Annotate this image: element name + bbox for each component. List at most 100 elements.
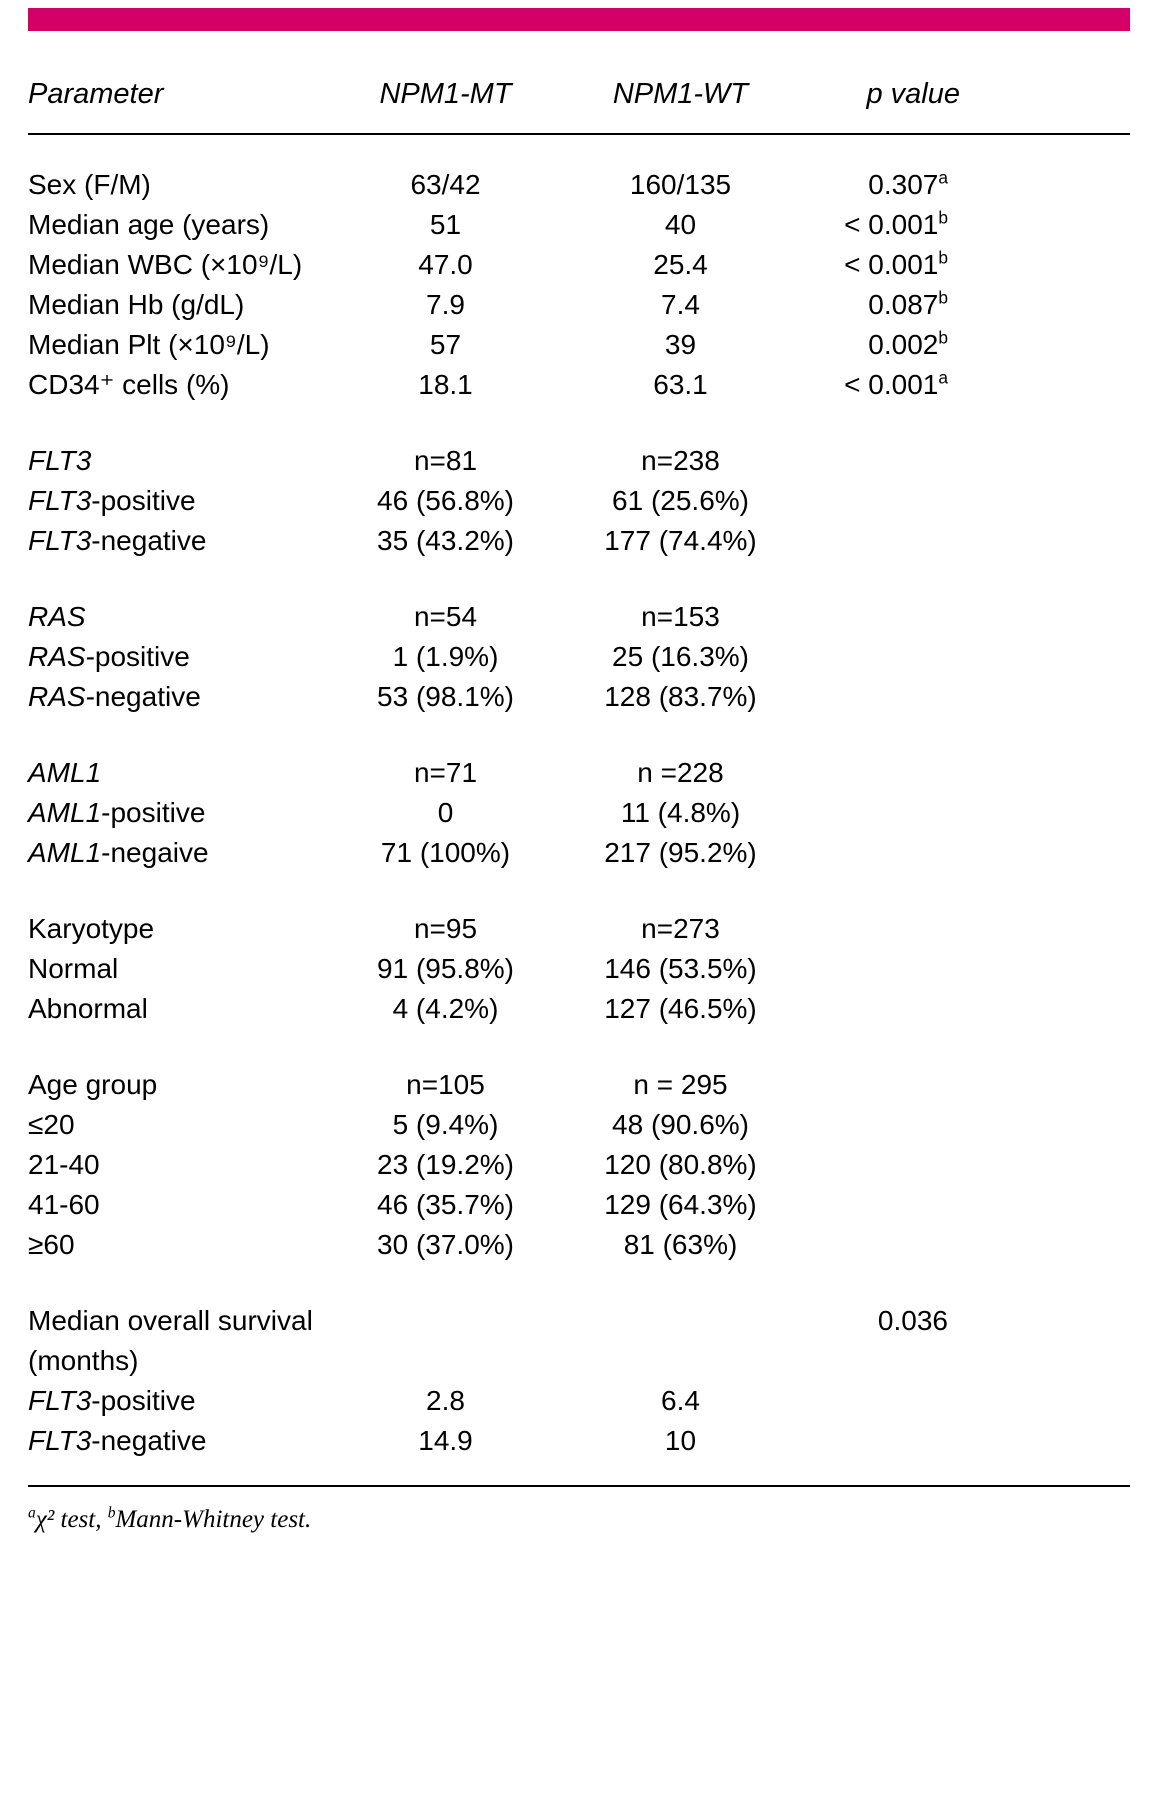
- npm1-wt-cell: n=153: [641, 601, 720, 632]
- parameter-label: (months): [28, 1345, 139, 1376]
- parameter-cell: FLT3-negative: [28, 521, 338, 561]
- column-header-npm1-mt: NPM1-MT: [379, 78, 512, 110]
- parameter-label: Age group: [28, 1069, 158, 1100]
- table-header: Parameter NPM1-MT NPM1-WT p value: [28, 77, 1130, 111]
- parameter-cell: FLT3-positive: [28, 481, 338, 521]
- gene-name: FLT3: [28, 445, 92, 476]
- table-row: (months): [28, 1341, 1130, 1381]
- gene-name: RAS: [28, 681, 86, 712]
- parameter-cell: (months): [28, 1341, 338, 1381]
- p-value-cell: [808, 949, 1130, 989]
- npm1-mt-cell: 0: [437, 797, 454, 828]
- parameter-cell: Median Hb (g/dL): [28, 285, 338, 325]
- npm1-wt-cell: 11 (4.8%): [620, 797, 741, 828]
- npm1-wt-cell: 127 (46.5%): [604, 993, 757, 1024]
- npm1-mt-cell: n=81: [413, 445, 478, 476]
- gene-name: FLT3: [28, 1385, 92, 1416]
- table-row: RAS-negative 53 (98.1%) 128 (83.7%): [28, 677, 1130, 717]
- table-row: Median age (years) 51 40 < 0.001b: [28, 205, 1130, 245]
- npm1-mt-cell: 1 (1.9%): [392, 641, 499, 672]
- table-row: AML1-negaive 71 (100%) 217 (95.2%): [28, 833, 1130, 873]
- p-value-cell: 0.307a: [808, 165, 1130, 205]
- table-body: Sex (F/M) 63/42 160/135 0.307a Median age (y…: [28, 165, 1130, 1461]
- p-value-cell: 0.036: [808, 1301, 1130, 1341]
- parameter-cell: Karyotype: [28, 909, 338, 949]
- parameter-label: Sex (F/M): [28, 169, 151, 200]
- p-value-test-superscript: a: [938, 167, 948, 188]
- header-rule: [28, 133, 1130, 135]
- p-value-cell: [808, 441, 1130, 481]
- parameter-label: Abnormal: [28, 993, 148, 1024]
- table-row: FLT3-positive 2.8 6.4: [28, 1381, 1130, 1421]
- table-row: Age group n=105 n = 295: [28, 1065, 1130, 1105]
- p-value-cell: [808, 1421, 1130, 1461]
- npm1-wt-cell: n=273: [641, 913, 720, 944]
- parameter-label: -positive: [91, 485, 196, 516]
- table-row: FLT3-negative 35 (43.2%) 177 (74.4%): [28, 521, 1130, 561]
- p-value-cell: [808, 1105, 1130, 1145]
- p-value-test-superscript: a: [938, 367, 948, 388]
- parameter-cell: RAS-negative: [28, 677, 338, 717]
- npm1-wt-cell: 48 (90.6%): [612, 1109, 749, 1140]
- table-row: RAS-positive 1 (1.9%) 25 (16.3%): [28, 637, 1130, 677]
- table-section-survival: Median overall survival 0.036 (months) FLT3…: [28, 1301, 1130, 1461]
- p-value-cell: [808, 1185, 1130, 1225]
- column-header-parameter: Parameter: [28, 78, 164, 110]
- p-value-test-superscript: b: [938, 207, 948, 228]
- column-header-npm1-wt: NPM1-WT: [612, 78, 749, 110]
- npm1-wt-cell: 6.4: [661, 1385, 700, 1416]
- npm1-wt-cell: 177 (74.4%): [604, 525, 757, 556]
- p-value-test-superscript: b: [938, 327, 948, 348]
- npm1-wt-cell: n =228: [637, 757, 724, 788]
- npm1-mt-cell: 7.9: [426, 289, 465, 320]
- npm1-wt-cell: 160/135: [629, 169, 732, 200]
- npm1-mt-cell: 46 (56.8%): [377, 485, 514, 516]
- npm1-mt-cell: 4 (4.2%): [392, 993, 499, 1024]
- table-row: 41-60 46 (35.7%) 129 (64.3%): [28, 1185, 1130, 1225]
- parameter-cell: RAS-positive: [28, 637, 338, 677]
- p-value-cell: [808, 1381, 1130, 1421]
- parameter-label: ≤20: [28, 1109, 75, 1140]
- table-row: AML1 n=71 n =228: [28, 753, 1130, 793]
- footnote-text-chi: χ² test,: [35, 1506, 108, 1533]
- npm1-mt-cell: 35 (43.2%): [377, 525, 514, 556]
- footer-rule: [28, 1485, 1130, 1487]
- table-row: Median Hb (g/dL) 7.9 7.4 0.087b: [28, 285, 1130, 325]
- gene-name: AML1: [28, 797, 102, 828]
- npm1-mt-cell: 5 (9.4%): [392, 1109, 499, 1140]
- p-value: < 0.001: [844, 209, 939, 240]
- parameter-cell: FLT3-positive: [28, 1381, 338, 1421]
- p-value-cell: < 0.001b: [808, 205, 1130, 245]
- npm1-mt-cell: n=105: [406, 1069, 485, 1100]
- footnote-sup-a: a: [28, 1504, 36, 1522]
- parameter-cell: AML1: [28, 753, 338, 793]
- table-section-aml1: AML1 n=71 n =228 AML1-positive 0 11 (4.8%) AML…: [28, 753, 1130, 873]
- parameter-cell: AML1-negaive: [28, 833, 338, 873]
- p-value-cell: [808, 1145, 1130, 1185]
- npm1-wt-cell: 120 (80.8%): [604, 1149, 757, 1180]
- npm1-mt-cell: n=54: [413, 601, 478, 632]
- table-row: Median Plt (×10⁹/L) 57 39 0.002b: [28, 325, 1130, 365]
- npm1-mt-cell: [338, 1301, 553, 1341]
- p-value-cell: [808, 521, 1130, 561]
- npm1-mt-cell: n=95: [413, 913, 478, 944]
- gene-name: FLT3: [28, 485, 92, 516]
- parameter-label: Median Plt (×10⁹/L): [28, 329, 270, 360]
- gene-name: RAS: [28, 641, 86, 672]
- table-row: 21-40 23 (19.2%) 120 (80.8%): [28, 1145, 1130, 1185]
- p-value: 0.307: [868, 169, 939, 200]
- p-value-cell: [808, 481, 1130, 521]
- parameter-label: -negative: [85, 681, 201, 712]
- npm1-wt-cell: 61 (25.6%): [612, 485, 749, 516]
- npm1-wt-cell: n=238: [641, 445, 720, 476]
- p-value-cell: [808, 637, 1130, 677]
- parameter-cell: Median age (years): [28, 205, 338, 245]
- p-value-cell: [808, 909, 1130, 949]
- parameter-label: -negative: [91, 525, 207, 556]
- gene-name: FLT3: [28, 525, 92, 556]
- npm1-mt-cell: 30 (37.0%): [377, 1229, 514, 1260]
- npm1-mt-cell: 14.9: [418, 1425, 473, 1456]
- footnote-text-mw: Mann-Whitney test.: [115, 1506, 312, 1533]
- table-row: FLT3-negative 14.9 10: [28, 1421, 1130, 1461]
